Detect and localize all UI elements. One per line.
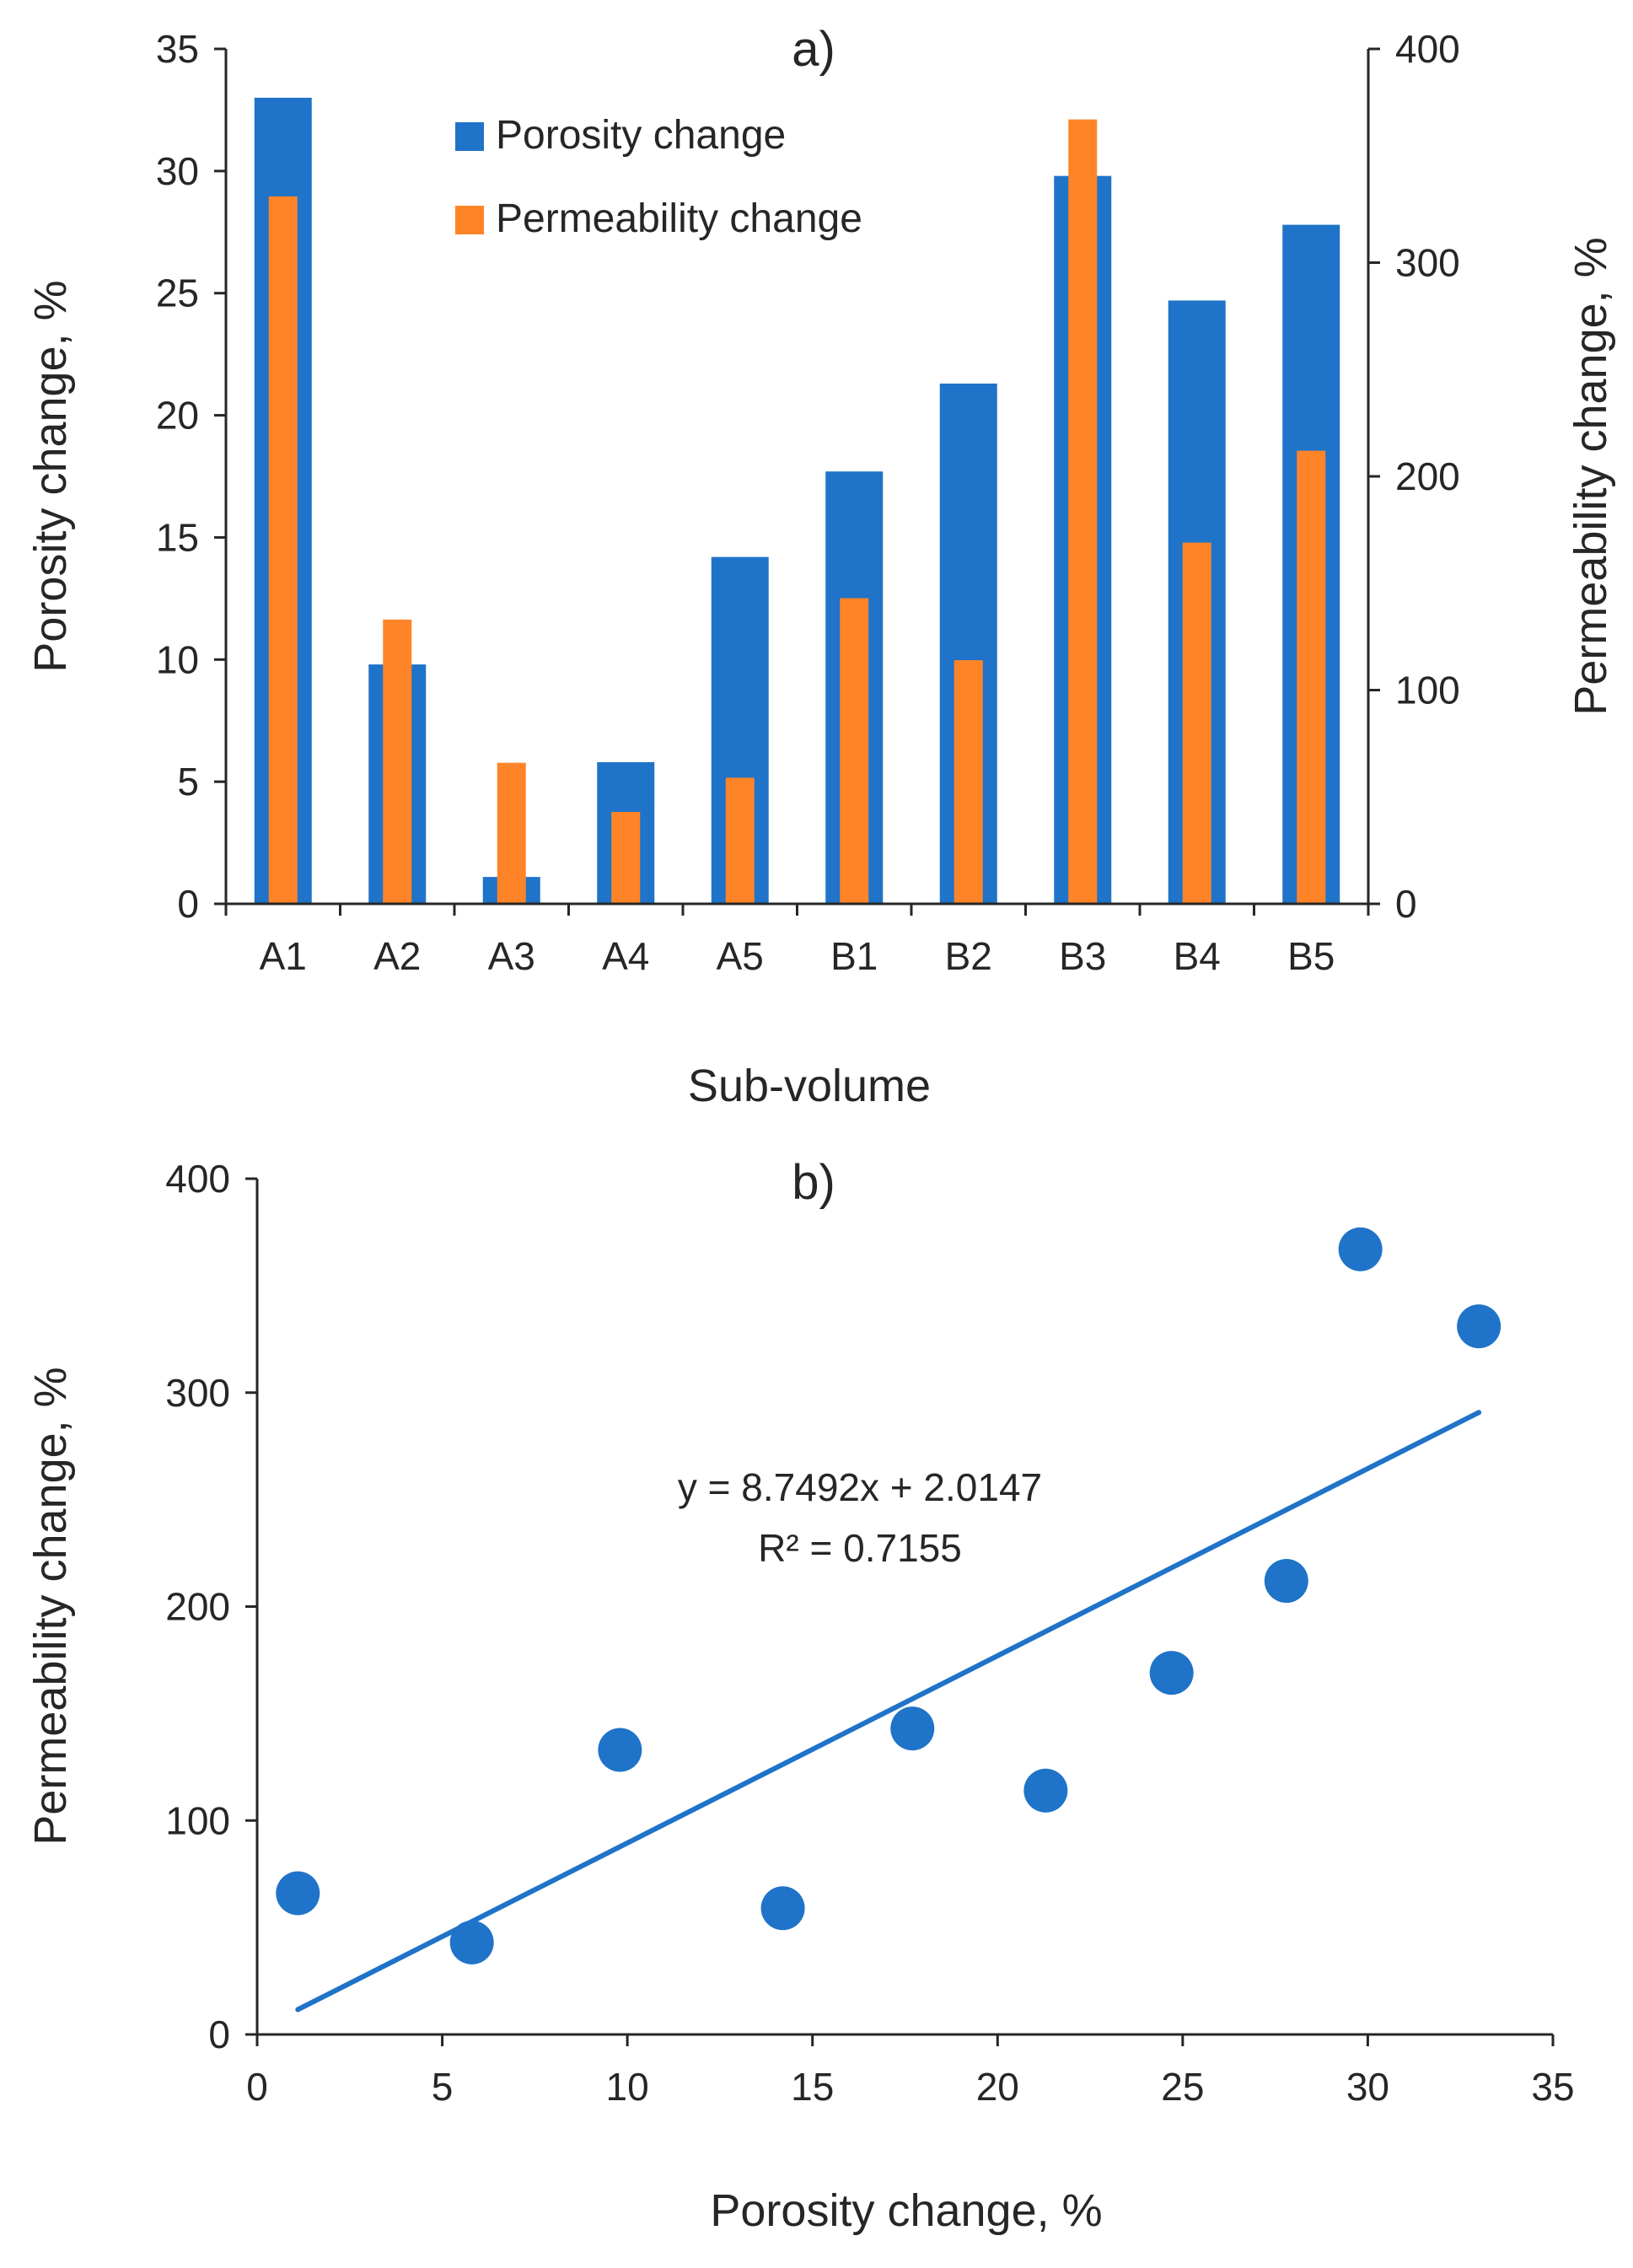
- legend-label-permeability: Permeability change: [496, 196, 862, 241]
- permeability-bar-A2: [383, 619, 412, 904]
- x-tick-label: B5: [1287, 934, 1335, 978]
- permeability-bar-A4: [611, 811, 641, 904]
- x-tick-label: A1: [260, 934, 307, 978]
- left-y-ticks: 0 5 10 15 20 25 30 35: [156, 27, 226, 926]
- x-tick-label: A3: [488, 934, 535, 978]
- scatter-points-group: [276, 1227, 1501, 1964]
- x-ticks: 0 5 10 15 20 25 30 35: [246, 2034, 1575, 2109]
- right-y-tick-label: 0: [1395, 882, 1417, 926]
- scatter-point-8: [1264, 1559, 1308, 1604]
- scatter-point-7: [1149, 1651, 1194, 1696]
- y-tick-label: 0: [208, 2013, 230, 2056]
- panel-a-label: a): [792, 22, 835, 77]
- permeability-bar-B1: [840, 598, 869, 904]
- scatter-point-3: [598, 1728, 642, 1772]
- x-tick-label: A5: [717, 934, 764, 978]
- permeability-bar-B3: [1068, 119, 1098, 904]
- legend-swatch-porosity: [455, 122, 484, 151]
- left-y-tick-label: 25: [156, 271, 199, 315]
- x-tick-label: 20: [976, 2065, 1019, 2109]
- x-tick-label: 35: [1531, 2065, 1574, 2109]
- left-y-tick-label: 35: [156, 27, 199, 71]
- x-ticks: A1 A2 A3 A4 A5 B1 B2 B3 B4 B5: [224, 904, 1370, 978]
- trendline-group: [295, 1410, 1482, 2013]
- scatter-point-6: [1023, 1768, 1068, 1813]
- permeability-bar-A1: [268, 196, 298, 905]
- y-tick-label: 400: [165, 1157, 230, 1201]
- permeability-bar-B4: [1182, 542, 1211, 904]
- x-axis-title: Sub-volume: [688, 1061, 931, 1111]
- scatter-point-1: [276, 1871, 320, 1916]
- y2-axis-title: Permeability change, %: [1566, 237, 1616, 715]
- trendline-equation: y = 8.7492x + 2.0147: [678, 1465, 1042, 1509]
- x-tick-label: 25: [1161, 2065, 1204, 2109]
- x-axis-title: Porosity change, %: [710, 2185, 1102, 2236]
- scatter-point-9: [1338, 1227, 1383, 1271]
- x-tick-label: B2: [945, 934, 992, 978]
- left-y-tick-label: 0: [177, 882, 199, 926]
- permeability-bar-B2: [953, 660, 983, 904]
- x-tick-label: 10: [606, 2065, 649, 2109]
- y-tick-label: 300: [165, 1371, 230, 1415]
- x-tick-label: B1: [830, 934, 878, 978]
- bar-chart-panel: a) 0 5 10 15 20 25 30 35 0 100 200 300 400 A1 A2 A3 A4…: [25, 22, 1616, 1111]
- r-squared-label: R² = 0.7155: [758, 1526, 962, 1570]
- left-y-tick-label: 30: [156, 149, 199, 193]
- permeability-bar-B5: [1297, 450, 1326, 904]
- x-tick-label: 5: [432, 2065, 454, 2109]
- y-ticks: 0 100 200 300 400: [165, 1157, 257, 2056]
- legend-swatch-permeability: [455, 206, 484, 234]
- legend: Porosity change Permeability change: [455, 113, 862, 241]
- scatter-point-10: [1457, 1304, 1501, 1349]
- left-y-tick-label: 5: [177, 760, 199, 803]
- x-tick-label: A4: [602, 934, 649, 978]
- right-y-tick-label: 100: [1395, 669, 1460, 712]
- y-axis-title: Porosity change, %: [25, 280, 76, 672]
- y-tick-label: 200: [165, 1585, 230, 1629]
- x-tick-label: 0: [246, 2065, 268, 2109]
- x-tick-label: A2: [373, 934, 421, 978]
- x-tick-label: 15: [791, 2065, 834, 2109]
- y-axis-title: Permeability change, %: [25, 1367, 76, 1845]
- scatter-point-5: [890, 1706, 935, 1751]
- scatter-chart-panel: b) 0 100 200 300 400 0 5 10 15 20 25 30 35 y = 8.74…: [25, 1155, 1575, 2236]
- right-y-tick-label: 300: [1395, 241, 1460, 285]
- left-y-tick-label: 10: [156, 637, 199, 681]
- left-y-tick-label: 15: [156, 515, 199, 559]
- right-y-tick-label: 200: [1395, 454, 1460, 498]
- scatter-point-4: [760, 1886, 805, 1931]
- left-y-tick-label: 20: [156, 394, 199, 438]
- bar-series-group: [254, 97, 1340, 905]
- legend-label-porosity: Porosity change: [496, 113, 786, 158]
- x-tick-label: B3: [1059, 934, 1106, 978]
- permeability-bar-A3: [497, 762, 526, 904]
- x-tick-label: 30: [1346, 2065, 1389, 2109]
- permeability-bar-A5: [725, 777, 755, 904]
- right-y-ticks: 0 100 200 300 400: [1368, 27, 1460, 926]
- panel-b-label: b): [792, 1155, 835, 1210]
- scatter-point-2: [449, 1920, 494, 1964]
- trendline: [295, 1410, 1482, 2013]
- right-y-tick-label: 400: [1395, 27, 1460, 71]
- x-tick-label: B4: [1174, 934, 1221, 978]
- y-tick-label: 100: [165, 1798, 230, 1842]
